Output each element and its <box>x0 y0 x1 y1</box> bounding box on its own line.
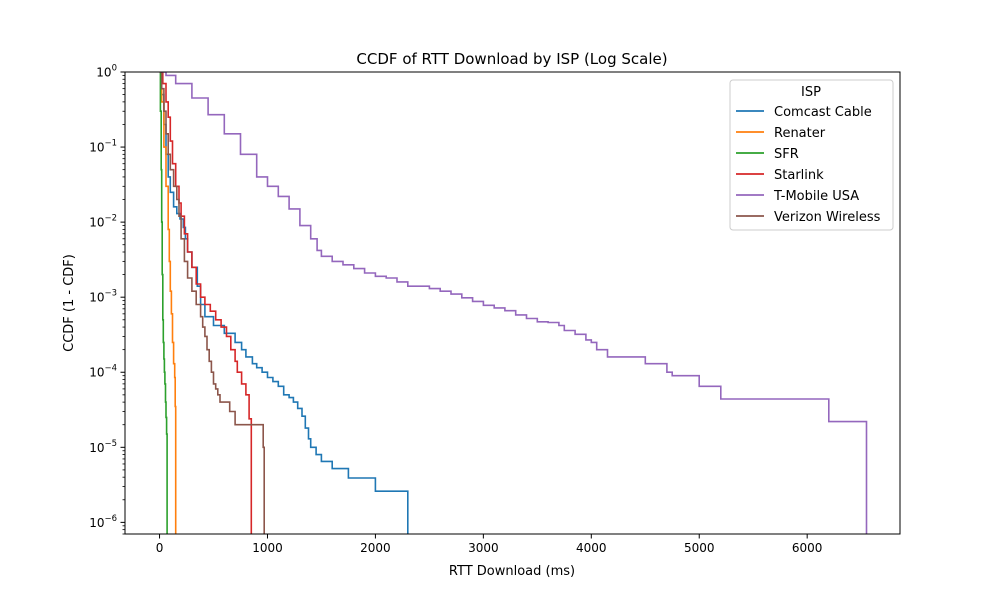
plot-frame <box>124 71 901 535</box>
x-tick-label: 0 <box>156 541 164 555</box>
series-line-0 <box>159 72 409 534</box>
y-tick-label: 100 <box>96 64 117 80</box>
chart-title: CCDF of RTT Download by ISP (Log Scale) <box>356 50 667 68</box>
x-tick-label: 1000 <box>252 541 283 555</box>
y-tick-label: 10−2 <box>89 214 117 230</box>
y-axis: 10−6 10−5 10−4 10−3 10−2 10−1 100 <box>89 64 125 535</box>
legend-box <box>729 79 894 231</box>
legend-label: Comcast Cable <box>774 105 872 120</box>
series-line-5 <box>159 72 265 534</box>
x-tick-label: 4000 <box>576 541 607 555</box>
y-tick-label: 10−4 <box>89 364 117 380</box>
x-tick-label: 6000 <box>792 541 823 555</box>
series-layer <box>159 72 868 534</box>
legend: ISP Comcast Cable Renater SFR Starlink T-Mob… <box>729 79 894 231</box>
legend-label: Verizon Wireless <box>774 210 881 225</box>
series-line-1 <box>159 72 177 534</box>
legend-title: ISP <box>801 85 821 100</box>
y-axis-label: CCDF (1 - CDF) <box>62 254 77 352</box>
series-line-4 <box>159 72 868 534</box>
x-tick-label: 3000 <box>468 541 499 555</box>
legend-label: SFR <box>774 147 799 162</box>
y-tick-label: 10−3 <box>89 289 117 305</box>
series-line-3 <box>159 72 253 534</box>
x-tick-label: 2000 <box>360 541 391 555</box>
legend-label: Starlink <box>774 168 824 183</box>
x-tick-label: 5000 <box>684 541 715 555</box>
series-line-2 <box>159 72 168 534</box>
legend-items: Comcast Cable Renater SFR Starlink T-Mobile … <box>736 105 881 225</box>
y-tick-label: 10−1 <box>89 139 117 155</box>
y-tick-label: 10−6 <box>89 514 117 530</box>
x-axis: 0 1000 2000 3000 4000 5000 6000 <box>156 534 823 555</box>
y-tick-label: 10−5 <box>89 439 117 455</box>
legend-label: Renater <box>774 126 826 141</box>
x-axis-label: RTT Download (ms) <box>449 564 575 579</box>
legend-label: T-Mobile USA <box>773 189 859 204</box>
